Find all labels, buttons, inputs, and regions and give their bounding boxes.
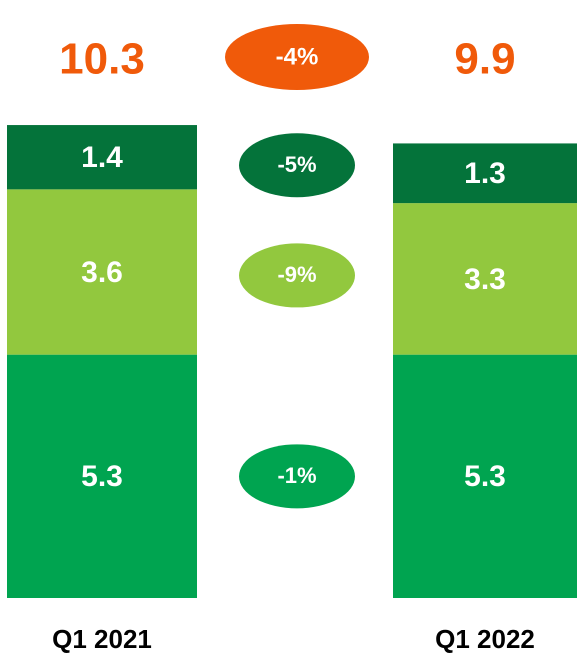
category-label: Q1 2022: [435, 624, 535, 654]
category-label: Q1 2021: [52, 624, 152, 654]
total-label: 9.9: [454, 35, 515, 84]
segment-label: 1.4: [81, 141, 123, 174]
bar-segment: [7, 354, 197, 598]
segment-label: 1.3: [464, 157, 506, 190]
segment-label: 3.3: [464, 263, 506, 296]
bar-segment: [7, 189, 197, 355]
segment-label: 5.3: [464, 460, 506, 493]
change-badge: [239, 243, 355, 308]
total-label: 10.3: [59, 35, 145, 84]
segment-label: 3.6: [81, 256, 123, 289]
segment-label: 5.3: [81, 460, 123, 493]
change-label: -9%: [277, 262, 316, 287]
change-badge: [239, 444, 355, 509]
bar-segment: [393, 354, 577, 598]
bar-segment: [393, 203, 577, 355]
change-badge: [239, 133, 355, 198]
bar-segment: [393, 143, 577, 204]
change-label: -5%: [277, 152, 316, 177]
bar-segment: [7, 125, 197, 190]
total-change-badge: [225, 24, 369, 90]
change-label: -1%: [277, 463, 316, 488]
total-change-label: -4%: [276, 43, 319, 70]
